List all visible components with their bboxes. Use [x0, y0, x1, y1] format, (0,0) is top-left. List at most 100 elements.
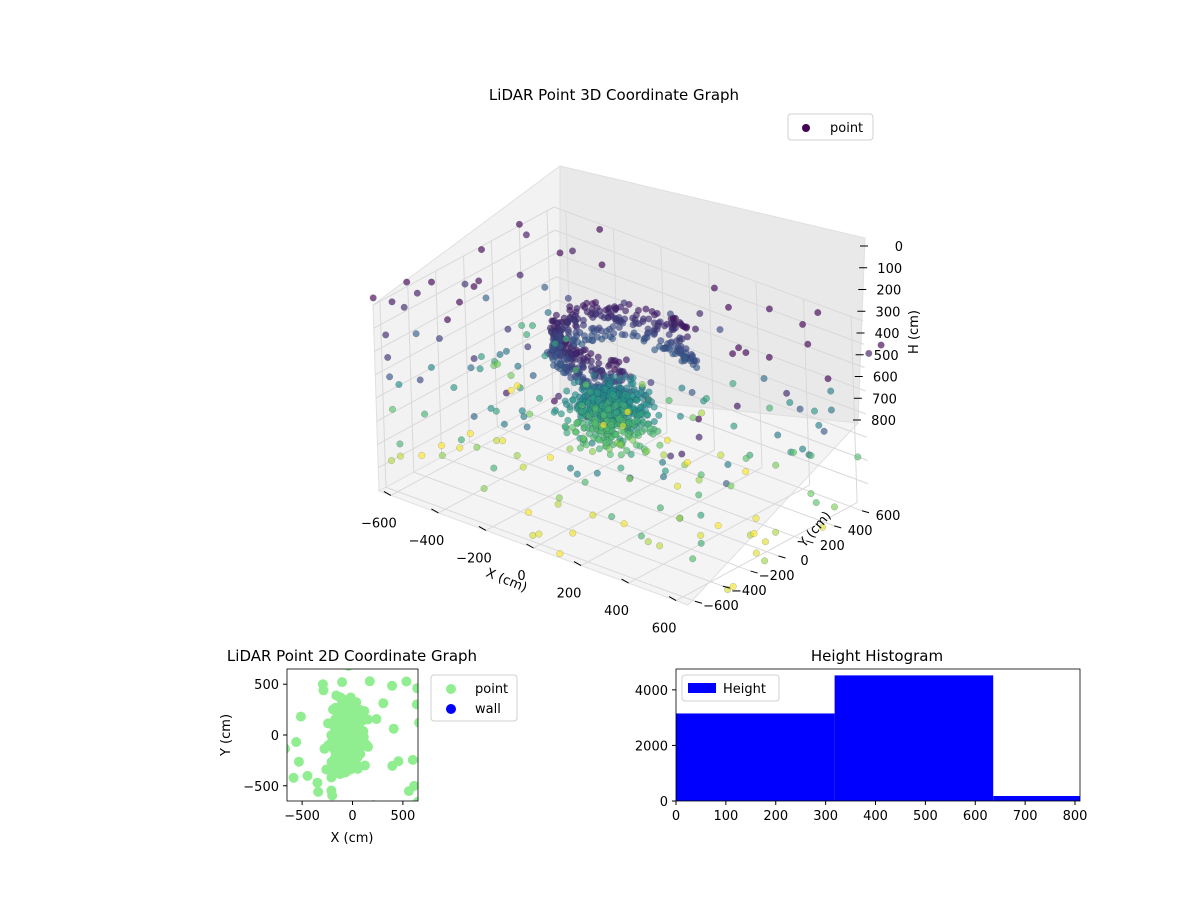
- point-3d: [645, 388, 653, 396]
- legend-histogram-label: Height: [723, 682, 766, 697]
- point-3d: [812, 499, 820, 507]
- x-axis-label-2d: X (cm): [331, 831, 374, 846]
- point-2d: [378, 698, 389, 709]
- point-3d: [480, 484, 488, 493]
- point-3d: [615, 358, 623, 366]
- point-3d: [620, 520, 628, 528]
- point-3d: [683, 459, 691, 467]
- point-2d: [417, 794, 418, 800]
- point-3d: [518, 321, 526, 330]
- point-3d: [518, 407, 526, 415]
- point-2d: [337, 677, 348, 688]
- point-3d: [482, 294, 490, 302]
- point-3d: [591, 419, 599, 427]
- point-3d: [655, 411, 663, 419]
- z-tick-label-3d: 100: [877, 262, 902, 277]
- point-3d: [752, 549, 760, 557]
- point-3d: [529, 531, 537, 539]
- point-3d: [624, 430, 632, 438]
- point-2d: [330, 728, 341, 738]
- z-axis-label-3d: H (cm): [907, 310, 922, 354]
- point-3d: [523, 331, 531, 339]
- point-3d: [830, 503, 839, 511]
- point-3d: [487, 404, 495, 412]
- point-3d: [477, 353, 485, 361]
- point-3d: [688, 388, 696, 396]
- point-3d: [551, 340, 559, 348]
- z-tick-label-3d: 300: [876, 305, 901, 320]
- point-3d: [616, 441, 624, 449]
- point-3d: [607, 421, 615, 429]
- point-3d: [633, 416, 641, 424]
- histogram-bars: [676, 675, 1080, 801]
- point-3d: [593, 469, 601, 477]
- point-3d: [673, 482, 682, 490]
- point-3d: [507, 386, 515, 394]
- point-3d: [443, 316, 452, 324]
- point-3d: [438, 442, 446, 450]
- z-tick-label-3d: 800: [871, 414, 896, 429]
- point-2d: [359, 760, 370, 771]
- point-3d: [610, 329, 618, 337]
- point-3d: [502, 347, 510, 355]
- legend-histogram-frame: [681, 674, 780, 702]
- y-tick-label-3d: 200: [820, 539, 845, 554]
- x-tick-label-histogram: 700: [1013, 809, 1038, 824]
- point-3d: [695, 433, 703, 441]
- point-2d: [407, 754, 418, 765]
- point-2d: [351, 697, 362, 708]
- point-3d: [807, 452, 815, 460]
- point-3d: [620, 299, 628, 307]
- plot-area-histogram: [675, 668, 1081, 802]
- point-3d: [562, 400, 571, 408]
- point-3d: [582, 381, 590, 389]
- point-3d: [772, 461, 780, 469]
- histogram-bar: [676, 713, 835, 801]
- point-3d: [528, 322, 537, 330]
- legend-2d-marker-wall: [446, 704, 456, 714]
- point-3d: [663, 436, 672, 444]
- point-3d: [814, 309, 822, 317]
- point-2d: [359, 706, 370, 717]
- point-3d: [765, 305, 773, 313]
- x-axis-3d: −600 −400 −200 0 200 400 600: [361, 490, 677, 637]
- point-3d: [656, 318, 664, 326]
- point-3d: [557, 410, 565, 418]
- y-tick-label-histogram: 0: [660, 795, 668, 810]
- point-2d: [414, 717, 418, 728]
- point-2d: [388, 723, 399, 734]
- point-3d: [594, 389, 602, 397]
- point-3d: [598, 261, 606, 269]
- x-tick-label-3d: −400: [409, 534, 445, 549]
- point-3d: [535, 530, 543, 538]
- point-3d: [418, 451, 426, 459]
- point-3d: [622, 356, 630, 364]
- point-3d: [455, 298, 464, 306]
- point-3d: [621, 315, 629, 323]
- point-3d: [819, 523, 827, 531]
- point-2d: [363, 741, 373, 752]
- point-2d: [291, 737, 302, 747]
- point-2d: [371, 714, 382, 724]
- point-3d: [815, 421, 823, 429]
- point-3d: [556, 249, 564, 257]
- point-3d: [665, 331, 673, 339]
- point-3d: [576, 444, 584, 452]
- point-3d: [427, 278, 436, 286]
- point-3d: [470, 412, 478, 420]
- x-tick-label-3d: 400: [604, 604, 629, 619]
- axes-2d: −500 0 500 500 0 −500: [243, 678, 415, 824]
- point-3d: [604, 405, 612, 413]
- point-3d: [760, 374, 768, 383]
- point-3d: [865, 349, 873, 357]
- point-3d: [623, 384, 631, 392]
- point-3d: [710, 284, 718, 292]
- point-3d: [639, 318, 647, 326]
- legend-histogram-swatch: [688, 683, 716, 693]
- point-3d: [783, 389, 791, 397]
- point-3d: [623, 446, 631, 455]
- point-3d: [476, 365, 484, 373]
- point-2d: [336, 742, 346, 753]
